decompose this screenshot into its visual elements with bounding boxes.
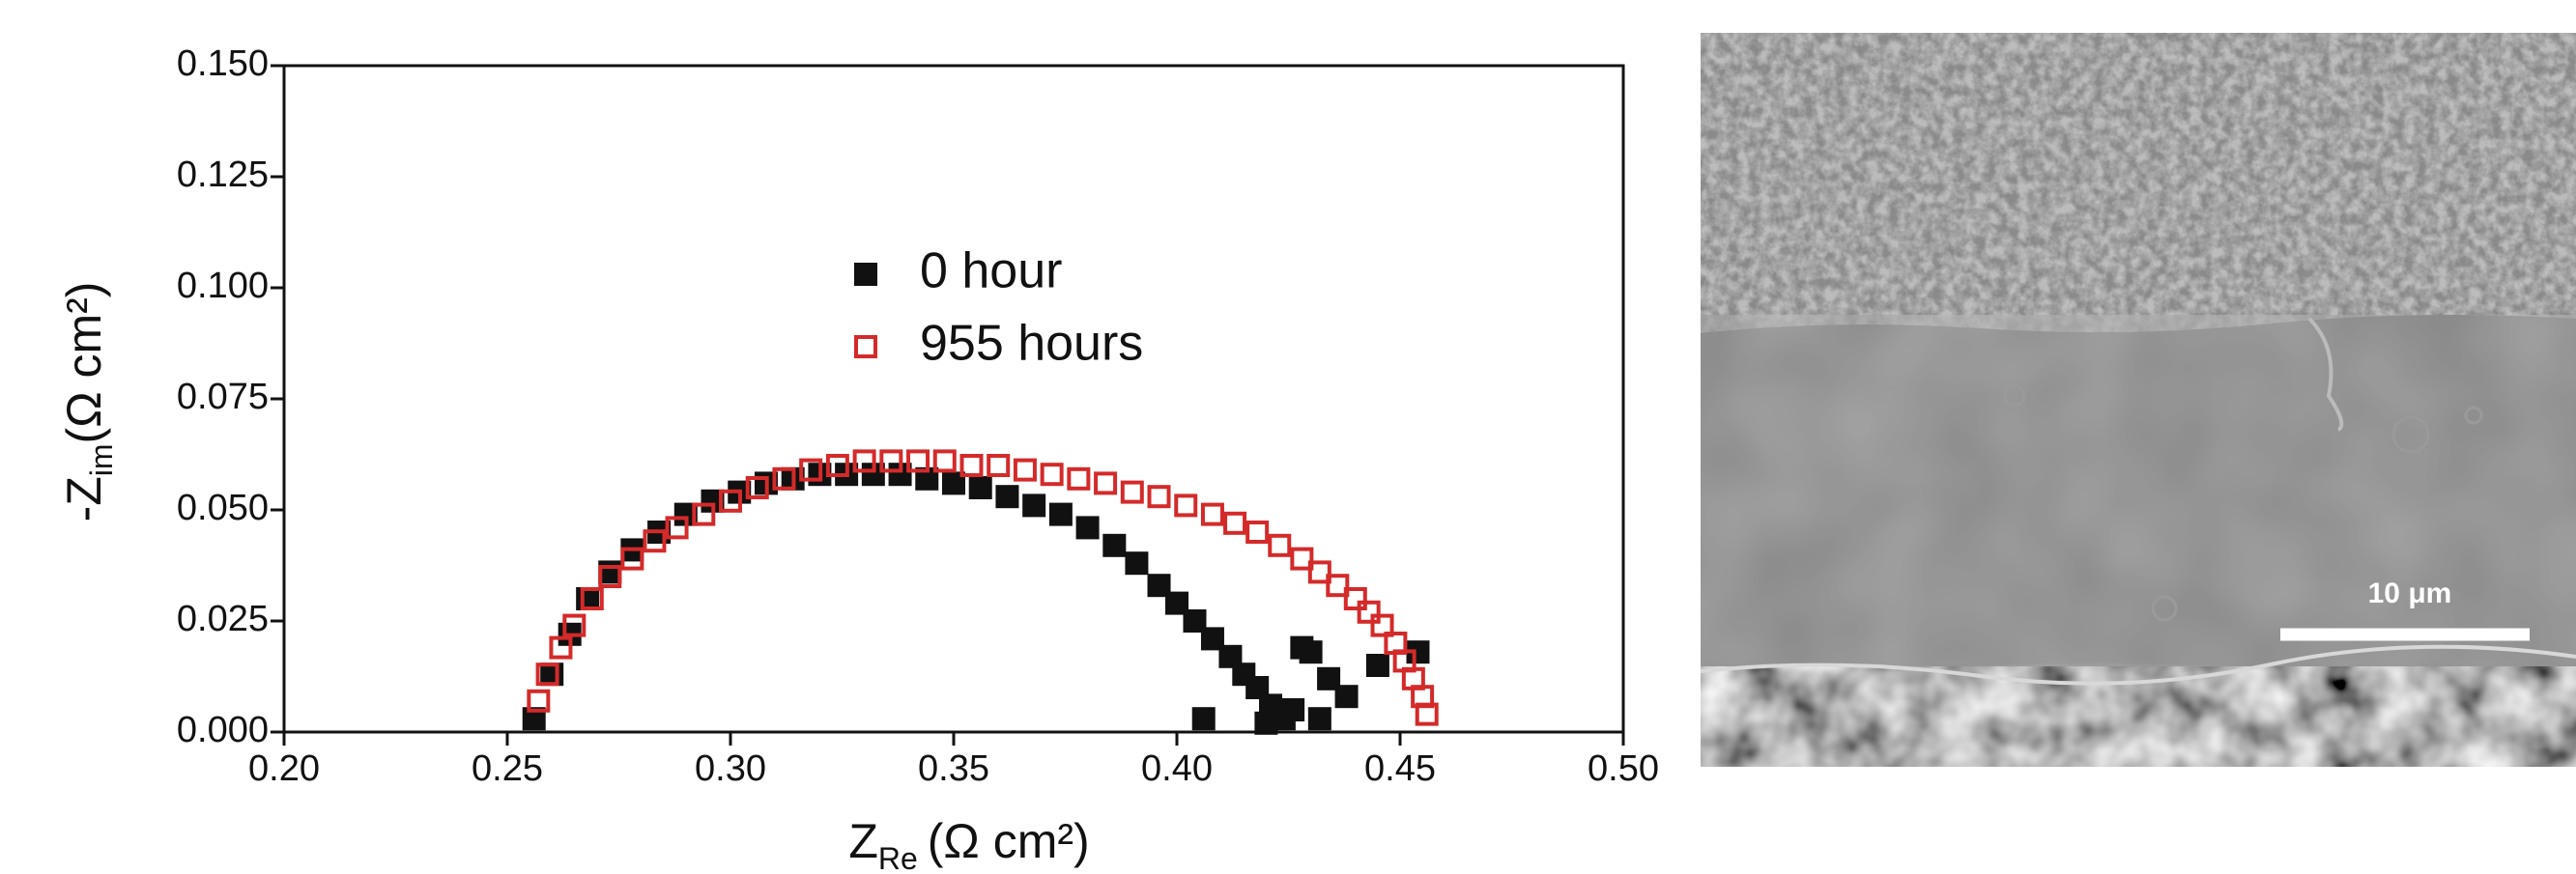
x-tick-label: 0.25 — [472, 748, 543, 789]
data-point — [1223, 511, 1247, 535]
data-point — [580, 587, 604, 610]
y-tick-label: 0.150 — [177, 43, 269, 84]
data-point — [1281, 698, 1305, 721]
x-tick-label: 0.50 — [1588, 748, 1659, 789]
data-point — [825, 454, 849, 477]
data-point — [549, 635, 573, 660]
y-tick-label: 0.100 — [177, 266, 269, 306]
x-tick-label: 0.20 — [248, 748, 320, 789]
legend-label: 955 hours — [920, 316, 1143, 372]
plot-frame — [282, 64, 1625, 734]
data-point — [879, 449, 903, 473]
data-point — [719, 489, 742, 513]
data-point — [1357, 600, 1381, 624]
data-point — [1102, 533, 1127, 557]
data-point — [1075, 516, 1100, 540]
legend-label: 0 hour — [920, 243, 1062, 299]
y-axis-title-sub: im — [84, 443, 119, 476]
data-point — [932, 449, 957, 473]
data-point — [527, 689, 551, 713]
data-point — [1245, 521, 1270, 544]
y-tick-label: 0.025 — [177, 599, 269, 639]
data-point — [1307, 560, 1331, 584]
scale-bar-label: 10 μm — [2368, 578, 2452, 609]
data-point — [1307, 707, 1331, 731]
data-point — [598, 565, 622, 588]
data-point — [1365, 654, 1389, 677]
data-point — [1094, 471, 1118, 495]
data-point — [968, 476, 992, 499]
legend-marker — [854, 335, 877, 358]
legend-marker — [854, 263, 877, 286]
series — [522, 463, 1430, 735]
y-axis-title-main: -Z — [57, 476, 111, 522]
x-tick-label: 0.45 — [1364, 748, 1436, 789]
data-point — [1048, 502, 1073, 526]
data-point — [620, 547, 644, 571]
y-axis-title-unit: (Ω cm²) — [57, 282, 111, 444]
data-point — [692, 502, 716, 526]
data-point — [799, 458, 823, 482]
data-point — [1254, 711, 1278, 735]
data-point — [1125, 551, 1149, 576]
data-point — [1343, 587, 1367, 610]
x-axis-title-sub: Re — [878, 841, 918, 874]
y-tick-label: 0.075 — [177, 377, 269, 417]
data-point — [665, 516, 689, 540]
x-tick-label: 0.30 — [695, 748, 766, 789]
data-point — [1013, 458, 1037, 482]
data-point — [959, 454, 984, 477]
data-point — [1067, 466, 1091, 491]
data-point — [535, 663, 559, 687]
x-axis-title: ZRe (Ω cm²) — [848, 814, 1089, 874]
data-point — [1022, 493, 1046, 518]
x-tick-label: 0.40 — [1141, 748, 1213, 789]
data-point — [1120, 480, 1144, 504]
data-point — [1334, 685, 1359, 709]
data-point — [745, 476, 769, 499]
series — [527, 449, 1439, 726]
x-axis-title-main: Z — [848, 814, 878, 868]
data-point — [562, 613, 587, 637]
data-point — [1174, 493, 1198, 518]
y-tick-label: 0.000 — [177, 710, 269, 750]
data-point — [1370, 613, 1394, 637]
data-point — [1326, 574, 1350, 598]
data-point — [1191, 707, 1216, 731]
data-point — [772, 466, 796, 491]
data-point — [1040, 463, 1064, 487]
data-point — [643, 529, 667, 553]
sem-image: 10 μm — [1701, 33, 2576, 767]
y-tick-label: 0.125 — [177, 155, 269, 195]
y-tick-label: 0.050 — [177, 488, 269, 528]
data-point — [852, 449, 876, 473]
data-point — [1147, 485, 1171, 509]
data-point — [1200, 502, 1224, 526]
data-point — [995, 485, 1019, 509]
data-point — [906, 449, 930, 473]
data-point — [1268, 533, 1292, 557]
data-point — [1290, 547, 1314, 571]
data-point — [1415, 702, 1439, 726]
data-point — [1290, 635, 1314, 660]
x-axis-title-unit: (Ω cm²) — [928, 814, 1090, 868]
x-tick-label: 0.35 — [918, 748, 989, 789]
data-point — [987, 454, 1011, 477]
y-axis-title: -Zim(Ω cm²) — [57, 282, 119, 522]
